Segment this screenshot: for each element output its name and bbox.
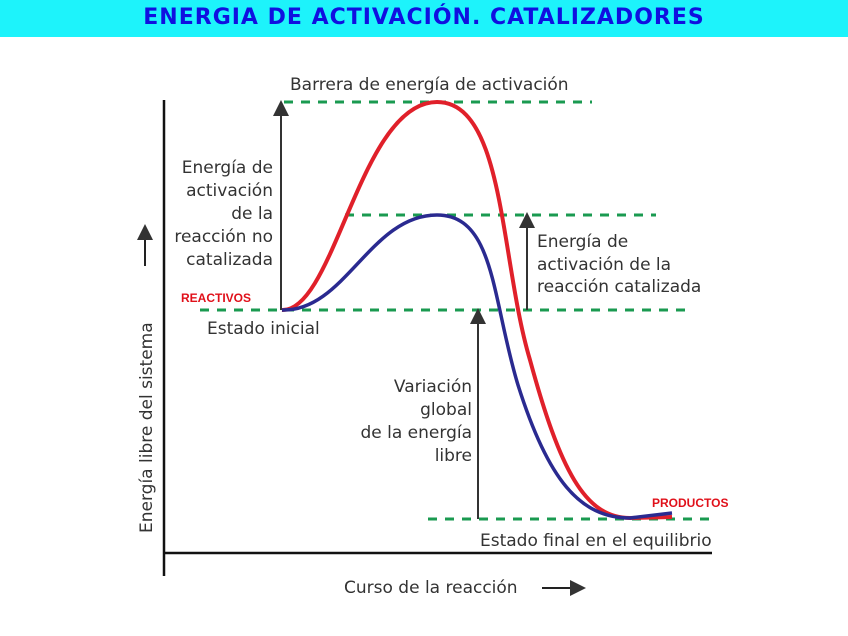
barrier-label: Barrera de energía de activación: [290, 75, 569, 95]
svg-text:Energía de: Energía de: [182, 158, 273, 178]
initial-state-label: Estado inicial: [207, 319, 320, 339]
svg-text:Variación: Variación: [394, 377, 472, 397]
final-state-label: Estado final en el equilibrio: [480, 531, 712, 551]
catalyzed-curve: [281, 213, 673, 520]
uncatalyzed-curve: [281, 99, 673, 521]
reactants-tag: REACTIVOS: [181, 291, 251, 305]
svg-text:activación: activación: [186, 181, 273, 201]
svg-text:global: global: [420, 400, 472, 420]
svg-text:catalizada: catalizada: [186, 250, 273, 270]
title-bar: ENERGIA DE ACTIVACIÓN. CATALIZADORES: [0, 0, 848, 37]
free-energy-change-label: Variación global de la energía libre: [360, 377, 472, 466]
y-axis-label: Energía libre del sistema: [137, 322, 157, 533]
svg-text:Energía de: Energía de: [537, 232, 628, 252]
svg-text:libre: libre: [435, 446, 472, 466]
svg-text:reacción no: reacción no: [174, 227, 273, 247]
svg-text:de la: de la: [231, 204, 273, 224]
svg-text:activación de la: activación de la: [537, 255, 671, 275]
svg-text:reacción catalizada: reacción catalizada: [537, 277, 701, 297]
catalyzed-activation-label: Energía de activación de la reacción cat…: [537, 232, 701, 297]
x-axis-label: Curso de la reacción: [344, 578, 518, 598]
uncatalyzed-activation-label: Energía de activación de la reacción no …: [174, 158, 273, 270]
page-title: ENERGIA DE ACTIVACIÓN. CATALIZADORES: [143, 5, 705, 30]
products-tag: PRODUCTOS: [652, 496, 728, 510]
svg-text:de la energía: de la energía: [360, 423, 472, 443]
